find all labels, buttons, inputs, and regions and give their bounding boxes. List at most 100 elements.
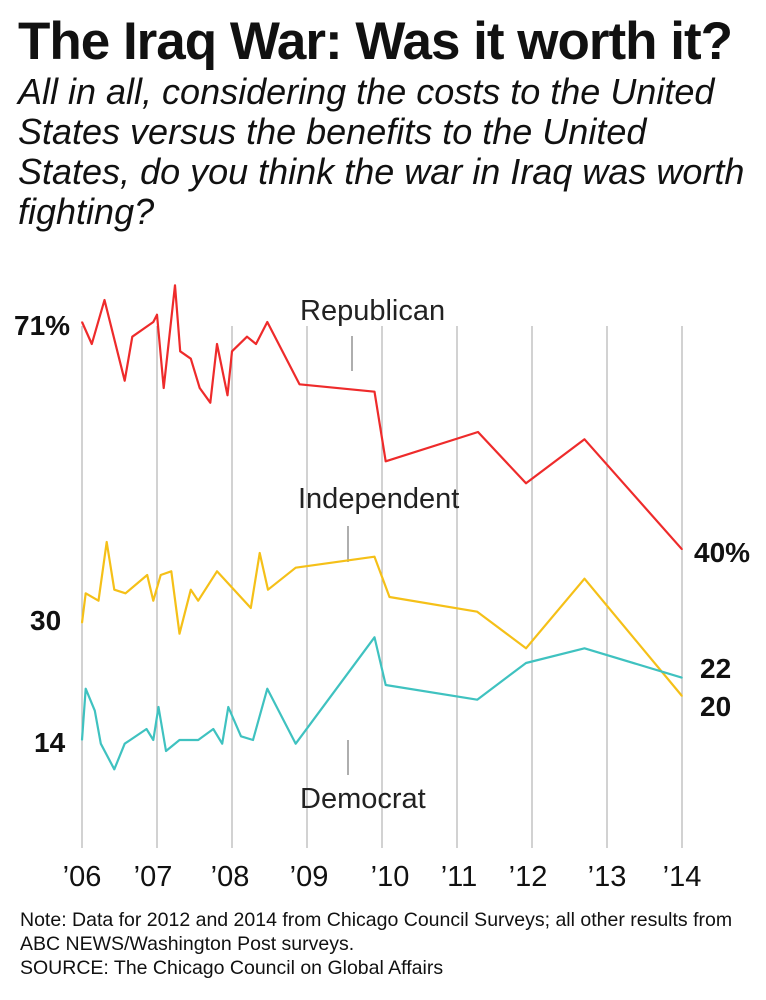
point-democrat-19 [373, 636, 376, 639]
point-republican-21 [384, 460, 387, 463]
x-tick-label-0: ’06 [63, 861, 102, 893]
annotation-republican: Republican [300, 295, 445, 327]
point-independent-5 [124, 592, 127, 595]
point-independent-1 [84, 592, 87, 595]
series-line-republican [80, 284, 683, 551]
point-republican-12 [209, 401, 212, 404]
point-democrat-0 [81, 739, 83, 741]
x-tick-label-2: ’08 [211, 861, 250, 893]
x-tick-label-6: ’12 [509, 861, 548, 893]
point-republican-10 [190, 357, 192, 360]
notes: Note: Data for 2012 and 2014 from Chicag… [20, 908, 766, 980]
point-democrat-7 [152, 739, 155, 741]
point-democrat-10 [178, 739, 181, 741]
point-republican-9 [179, 350, 181, 353]
point-independent-14 [250, 607, 252, 609]
point-democrat-17 [266, 687, 269, 690]
point-republican-7 [162, 387, 165, 389]
point-democrat-15 [240, 735, 242, 738]
point-republican-5 [152, 321, 155, 323]
point-independent-22 [583, 577, 586, 580]
point-republican-13 [216, 343, 218, 345]
point-republican-16 [246, 335, 248, 338]
chart-subtitle: All in all, considering the costs to the… [18, 71, 745, 232]
point-republican-15 [231, 350, 233, 353]
point-republican-14 [226, 394, 229, 397]
point-independent-13 [216, 570, 218, 573]
point-independent-8 [159, 574, 162, 576]
point-democrat-20 [384, 684, 387, 686]
x-tick-label-4: ’10 [371, 861, 410, 893]
label-connectors [347, 336, 353, 775]
point-democrat-3 [100, 742, 102, 745]
chart-title: The Iraq War: Was it worth it? [18, 12, 733, 71]
point-democrat-4 [113, 768, 116, 771]
x-tick-label-7: ’13 [588, 861, 627, 893]
point-democrat-8 [157, 706, 160, 708]
end-label-democrat: 22 [700, 653, 731, 684]
point-independent-15 [258, 552, 261, 554]
point-republican-19 [298, 383, 301, 386]
point-democrat-22 [525, 662, 527, 664]
series-labels: 71% 40% 30 20 14 22 Republican Independent Democ… [14, 295, 750, 815]
point-independent-2 [97, 599, 100, 602]
point-independent-6 [146, 574, 148, 576]
point-democrat-2 [94, 709, 96, 712]
point-democrat-12 [212, 728, 215, 730]
point-democrat-6 [145, 728, 148, 730]
x-tick-label-1: ’07 [134, 861, 173, 893]
point-republican-22 [477, 431, 479, 433]
point-democrat-1 [84, 687, 87, 690]
point-republican-1 [91, 343, 93, 345]
point-independent-16 [267, 588, 269, 591]
x-tick-label-8: ’14 [663, 861, 702, 893]
start-label-democrat: 14 [34, 727, 66, 758]
point-independent-7 [152, 599, 155, 602]
x-axis-tick-labels: ’06 ’07 ’08 ’09 ’10 ’11 ’12 ’13 ’14 [63, 861, 702, 893]
point-republican-4 [131, 335, 134, 338]
point-democrat-21 [476, 698, 479, 701]
point-independent-11 [190, 588, 192, 591]
annotation-independent: Independent [298, 483, 459, 515]
point-republican-8 [174, 284, 176, 287]
point-republican-11 [198, 387, 201, 389]
end-label-independent: 20 [700, 691, 731, 722]
point-independent-4 [113, 588, 116, 591]
point-independent-23 [681, 695, 683, 697]
point-democrat-5 [123, 742, 126, 745]
point-democrat-24 [681, 676, 683, 679]
point-independent-10 [178, 632, 181, 635]
point-republican-25 [681, 548, 683, 551]
point-republican-2 [103, 299, 106, 301]
annotation-democrat: Democrat [300, 783, 426, 815]
point-republican-20 [373, 390, 376, 393]
point-democrat-18 [294, 742, 297, 745]
point-democrat-23 [583, 647, 586, 650]
point-independent-0 [81, 621, 83, 624]
point-republican-23 [525, 482, 527, 485]
start-label-independent: 30 [30, 605, 61, 636]
point-democrat-16 [252, 739, 254, 741]
point-democrat-13 [221, 742, 223, 745]
x-tick-label-5: ’11 [441, 861, 478, 893]
point-independent-19 [388, 596, 391, 598]
data-note: Note: Data for 2012 and 2014 from Chicag… [20, 909, 733, 955]
source-note: SOURCE: The Chicago Council on Global Af… [20, 957, 444, 979]
point-republican-17 [255, 343, 257, 345]
point-republican-24 [583, 438, 586, 441]
series-line-independent [80, 540, 683, 697]
point-republican-18 [266, 321, 269, 323]
start-label-republican: 71% [14, 310, 70, 341]
point-republican-3 [123, 379, 126, 382]
x-tick-label-3: ’09 [290, 861, 329, 893]
point-independent-20 [476, 610, 479, 613]
point-democrat-11 [197, 739, 199, 741]
point-independent-9 [170, 570, 173, 573]
point-independent-12 [197, 599, 199, 602]
point-independent-17 [294, 566, 297, 569]
point-independent-3 [105, 541, 108, 543]
series-lines [80, 284, 683, 771]
end-label-republican: 40% [694, 537, 750, 568]
point-republican-0 [81, 321, 83, 323]
